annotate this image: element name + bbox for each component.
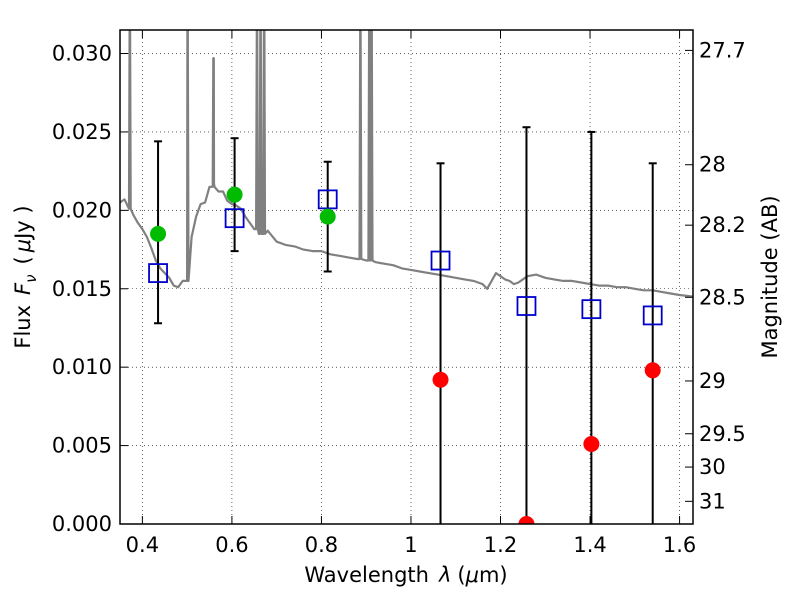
model-photometry-square [148,263,168,283]
model-photometry-square [516,296,537,316]
y2-tick-label: 27.7 [699,38,746,62]
y-tick-label: 0.030 [52,42,112,66]
y2-tick-label: 29.5 [699,422,746,446]
x-tick-label: 0.6 [215,533,248,557]
error-bars-group [154,126,657,524]
nondetection-point [644,362,661,379]
grid-lines [120,30,693,525]
x-tick-label: 1.4 [573,533,606,557]
y-tick-label: 0.015 [52,277,112,301]
y2-axis-label: Magnitude (AB) [758,195,782,358]
y2-tick-label: 28.2 [699,213,746,237]
x-tick-label: 0.4 [126,533,159,557]
nondetection-point [583,436,600,453]
model-spectrum-group [120,30,693,298]
y-tick-label: 0.020 [52,198,112,222]
y-tick-label: 0.025 [52,120,112,144]
x-tick-labels: 0.4 0.6 0.8 1 1.2 1.4 1.6 [126,533,697,557]
model-photometry-square [430,250,451,271]
y2-tick-label: 30 [699,455,726,479]
model-spectrum-line [120,30,693,298]
model-photometry-square [317,189,338,210]
y-axis-label: FluxFν(μJy ) [11,205,40,348]
y2-tick-labels: 27.7 28 28.2 28.5 29 29.5 30 31 [699,38,746,513]
x-axis-label: Wavelength λ (μm) [304,563,507,587]
plot-frame [119,29,694,525]
y2-tick-label: 28.5 [699,285,746,309]
detection-point [319,208,336,225]
detection-point [226,186,243,203]
y2-tick-label: 29 [699,369,726,393]
nondetection-point [518,516,535,524]
x-tick-label: 1 [404,533,417,557]
model-photometry-square [224,208,245,229]
y-tick-label: 0.010 [52,355,112,379]
model-photometry-square [642,305,663,326]
x-tick-label: 1.2 [484,533,517,557]
markers-group [148,186,663,524]
x-tick-label: 0.8 [305,533,338,557]
y2-tick-label: 31 [699,489,726,513]
model-photometry-square [581,299,602,320]
detection-point [150,225,167,242]
axis-ticks [120,30,693,525]
y-tick-labels: 0.000 0.005 0.010 0.015 0.020 0.025 0.030 [52,42,112,536]
y2-tick-label: 28 [699,153,726,177]
y-tick-label: 0.005 [52,434,112,458]
nondetection-point [432,371,449,388]
y-tick-label: 0.000 [52,512,112,536]
x-tick-label: 1.6 [663,533,696,557]
